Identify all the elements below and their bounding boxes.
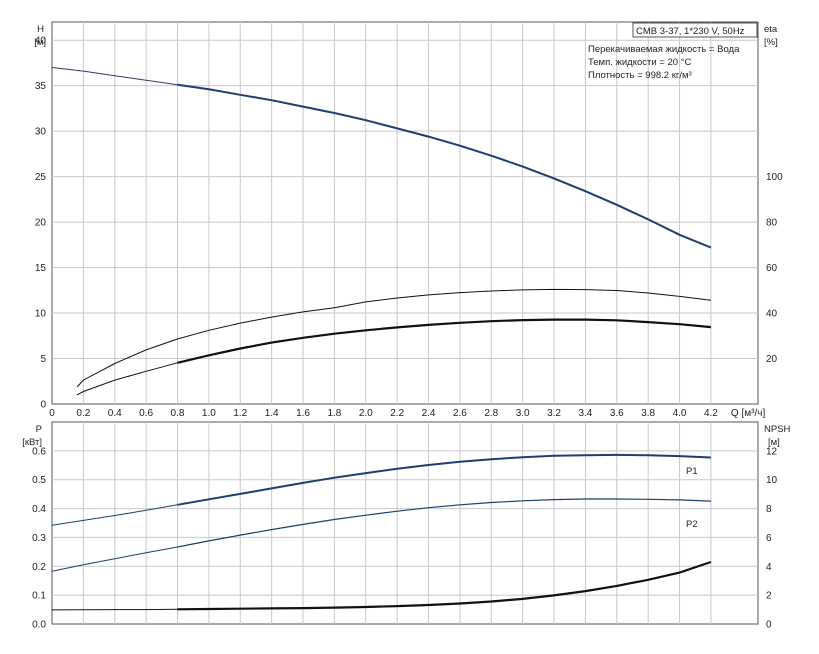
x-tick-label: 3.0	[516, 408, 530, 419]
npsh-tick-label: 8	[766, 504, 772, 515]
npsh-tick-label: 2	[766, 591, 772, 602]
y-left-tick-label: 10	[35, 309, 47, 320]
top-grid	[52, 22, 758, 404]
y-left-unit-bottom: [кВт]	[22, 437, 42, 448]
npsh-curve	[177, 560, 712, 611]
x-tick-label: 1.0	[202, 408, 216, 419]
x-tick-label: 2.6	[453, 408, 467, 419]
y-left-tick-label: 5	[40, 354, 46, 365]
p-tick-label: 0.2	[32, 562, 46, 573]
info-box-text: CMB 3-37, 1*230 V, 50Hz	[636, 26, 745, 37]
x-tick-label: 3.4	[578, 408, 592, 419]
npsh-tick-label: 12	[766, 446, 778, 457]
x-tick-label: 0.4	[108, 408, 122, 419]
y-left-tick-label: 40	[35, 36, 47, 47]
x-tick-label: 0.2	[76, 408, 90, 419]
head-curve-extrapolated	[51, 67, 178, 86]
info-box	[632, 22, 758, 38]
bottom-plot-area	[51, 421, 759, 625]
head-efficiency-panel: 0 0.2 0.4 0.6 0.8 1.0 1.2 1.4 1.6 1.8 2.0 2.2 2.4 2.6…	[34, 21, 783, 419]
npsh-tick-label: 6	[766, 533, 772, 544]
y-left-tick-label: 25	[35, 172, 47, 183]
npsh-tick-label: 4	[766, 562, 772, 573]
x-tick-label: 1.4	[265, 408, 279, 419]
series-label-p2: P2	[686, 519, 698, 530]
bottom-y-right-tick-labels: 0 2 4 6 8 10 12	[766, 446, 778, 630]
head-curve	[177, 83, 712, 249]
npsh-curve-extrapolated	[51, 608, 178, 611]
x-tick-label: 3.8	[641, 408, 655, 419]
x-tick-label: 0.8	[171, 408, 185, 419]
p-tick-label: 0.6	[32, 446, 46, 457]
x-tick-label: 0.6	[139, 408, 153, 419]
y-left-unit-top: [м]	[34, 37, 46, 48]
x-axis-title: Q [м³/ч]	[731, 408, 766, 419]
bottom-series	[51, 453, 712, 611]
top-series	[51, 67, 712, 396]
y-right-unit-top: [%]	[764, 37, 778, 48]
p2-curve	[177, 498, 711, 548]
x-tick-label: 3.6	[610, 408, 624, 419]
x-tick-label: 1.2	[233, 408, 247, 419]
x-tick-label: 0	[49, 408, 55, 419]
note-temperature: Темп. жидкости = 20 °C	[588, 57, 691, 68]
y-right-tick-label: 60	[766, 263, 778, 274]
npsh-tick-label: 10	[766, 475, 778, 486]
series-label-p1: P1	[686, 466, 698, 477]
x-tick-label: 1.6	[296, 408, 310, 419]
x-tick-label: 1.8	[327, 408, 341, 419]
npsh-tick-label: 0	[766, 620, 772, 631]
x-tick-label: 2.8	[484, 408, 498, 419]
y-right-title-bottom: NPSH	[764, 424, 791, 435]
p-tick-label: 0.1	[32, 591, 46, 602]
y-right-tick-label: 20	[766, 354, 778, 365]
x-tick-label: 3.2	[547, 408, 561, 419]
y-left-tick-label: 20	[35, 218, 47, 229]
x-tick-label: 2.2	[390, 408, 404, 419]
bottom-grid	[52, 422, 758, 624]
y-left-tick-label: 35	[35, 81, 47, 92]
x-tick-label: 4.0	[673, 408, 687, 419]
y-right-unit-bottom: [м]	[768, 437, 780, 448]
top-y-right-tick-labels: 20 40 60 80 100	[766, 172, 783, 365]
p-tick-label: 0.4	[32, 504, 46, 515]
top-x-tick-labels: 0 0.2 0.4 0.6 0.8 1.0 1.2 1.4 1.6 1.8 2.0 2.2 2.4 2.6…	[49, 408, 765, 419]
p-tick-label: 0.0	[32, 620, 46, 631]
x-tick-label: 4.2	[704, 408, 718, 419]
efficiency-curve-total	[177, 318, 712, 364]
y-left-tick-label: 15	[35, 263, 47, 274]
y-right-tick-label: 40	[766, 309, 778, 320]
p-tick-label: 0.3	[32, 533, 46, 544]
p1-curve-extrapolated	[51, 504, 178, 526]
y-left-title-bottom: P	[36, 424, 42, 435]
efficiency-curve-total-extrapolated	[76, 362, 178, 396]
note-density: Плотность = 998.2 кг/м³	[588, 70, 692, 81]
y-left-tick-label: 30	[35, 127, 47, 138]
x-tick-label: 2.0	[359, 408, 373, 419]
p2-curve-extrapolated	[51, 546, 178, 572]
y-right-tick-label: 80	[766, 218, 778, 229]
y-left-tick-label: 0	[40, 400, 46, 411]
efficiency-curve-pump	[76, 288, 711, 388]
top-y-left-tick-labels: 0 5 10 15 20 25 30 35 40	[35, 36, 47, 411]
note-fluid: Перекачиваемая жидкость = Вода	[588, 44, 740, 55]
bottom-y-left-tick-labels: 0.0 0.1 0.2 0.3 0.4 0.5 0.6	[32, 446, 46, 630]
y-left-title-top: H	[37, 24, 44, 35]
p-tick-label: 0.5	[32, 475, 46, 486]
y-right-title-top: eta	[764, 24, 778, 35]
x-tick-label: 2.4	[422, 408, 436, 419]
y-right-tick-label: 100	[766, 172, 783, 183]
p1-curve	[177, 453, 711, 506]
